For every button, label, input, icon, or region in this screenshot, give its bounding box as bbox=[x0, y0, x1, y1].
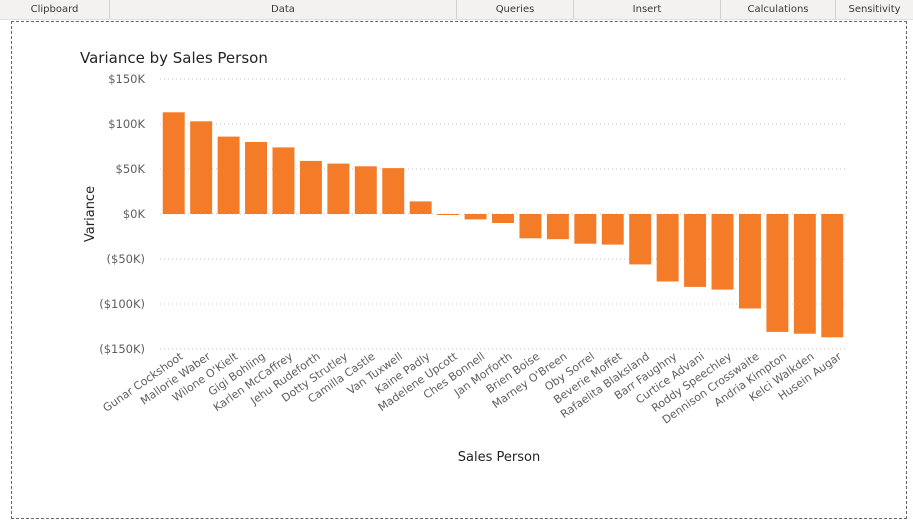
y-tick-label: ($100K) bbox=[99, 297, 145, 311]
report-canvas[interactable] bbox=[11, 21, 907, 519]
bars bbox=[162, 112, 844, 338]
bar[interactable] bbox=[382, 168, 405, 214]
bar[interactable] bbox=[217, 136, 240, 214]
bar[interactable] bbox=[519, 214, 542, 239]
ribbon: Clipboard Data Queries Insert Calculatio… bbox=[0, 0, 913, 20]
bar[interactable] bbox=[821, 214, 844, 338]
bar[interactable] bbox=[629, 214, 652, 265]
bar[interactable] bbox=[409, 201, 432, 214]
y-tick-label: $0K bbox=[123, 207, 146, 221]
bar[interactable] bbox=[272, 147, 295, 214]
ribbon-group-data[interactable]: Data bbox=[110, 0, 457, 19]
bar[interactable] bbox=[601, 214, 624, 245]
ribbon-group-clipboard[interactable]: Clipboard bbox=[0, 0, 110, 19]
bar[interactable] bbox=[766, 214, 789, 332]
bar[interactable] bbox=[190, 121, 213, 214]
x-axis-title: Sales Person bbox=[458, 450, 540, 465]
bar[interactable] bbox=[546, 214, 569, 240]
ribbon-group-queries[interactable]: Queries bbox=[457, 0, 574, 19]
bar[interactable] bbox=[656, 214, 679, 282]
bar[interactable] bbox=[464, 214, 487, 220]
bar[interactable] bbox=[437, 214, 460, 215]
bar[interactable] bbox=[574, 214, 597, 244]
bar[interactable] bbox=[354, 166, 377, 214]
ribbon-group-insert[interactable]: Insert bbox=[574, 0, 721, 19]
bar[interactable] bbox=[245, 142, 268, 214]
chart-title: Variance by Sales Person bbox=[80, 49, 268, 67]
bar[interactable] bbox=[738, 214, 761, 309]
bar[interactable] bbox=[492, 214, 514, 223]
y-axis-ticks: $150K $100K $50K $0K ($50K) ($100K) ($150K) bbox=[99, 72, 145, 356]
y-tick-label: ($50K) bbox=[107, 252, 145, 266]
y-tick-label: $150K bbox=[108, 72, 145, 86]
y-tick-label: $50K bbox=[116, 162, 146, 176]
bar[interactable] bbox=[162, 112, 185, 214]
y-axis-title: Variance bbox=[83, 186, 98, 242]
bar[interactable] bbox=[711, 214, 734, 290]
y-tick-label: $100K bbox=[108, 117, 145, 131]
ribbon-group-sensitivity[interactable]: Sensitivity bbox=[848, 4, 901, 15]
y-tick-label: ($150K) bbox=[99, 342, 145, 356]
bar[interactable] bbox=[684, 214, 707, 287]
bar[interactable] bbox=[327, 163, 350, 214]
ribbon-group-calculations[interactable]: Calculations bbox=[721, 0, 836, 19]
bar[interactable] bbox=[793, 214, 816, 334]
bar[interactable] bbox=[299, 160, 322, 214]
